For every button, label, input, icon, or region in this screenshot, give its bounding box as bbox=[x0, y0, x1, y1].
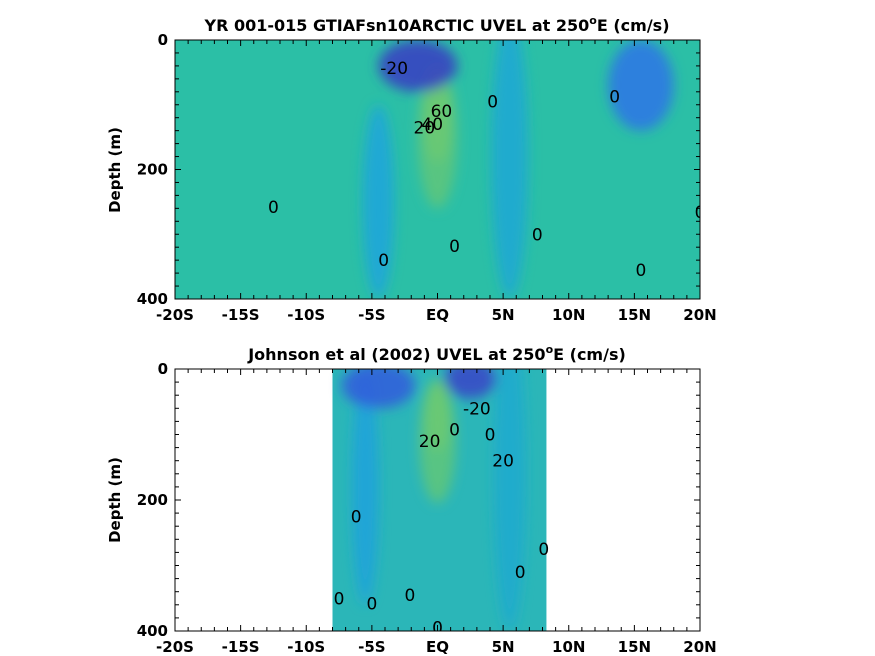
contour-label-bottom-6: 0 bbox=[334, 589, 345, 609]
x-tick-label-bottom-4: EQ bbox=[426, 638, 449, 656]
contour-label-bottom-7: 0 bbox=[366, 594, 377, 614]
x-tick-label-bottom-5: 5N bbox=[492, 638, 515, 656]
contour-label-bottom-10: 0 bbox=[538, 540, 549, 560]
x-tick-label-top-5: 5N bbox=[492, 306, 515, 324]
x-tick-label-top-0: -20S bbox=[156, 306, 194, 324]
y-tick-label-top-1: 200 bbox=[137, 161, 168, 179]
field-core-top-2 bbox=[491, 40, 529, 299]
x-tick-label-bottom-3: -5S bbox=[358, 638, 385, 656]
field-core-bottom-3 bbox=[352, 369, 379, 605]
field-core-top-5 bbox=[608, 40, 674, 131]
panel-top: YR 001-015 GTIAFsn10ARCTIC UVEL at 250oE… bbox=[106, 14, 717, 324]
contour-label-bottom-8: 0 bbox=[405, 586, 416, 606]
field-cores-bottom bbox=[341, 369, 526, 631]
contour-label-bottom-3: 20 bbox=[492, 452, 514, 472]
contour-label-bottom-5: 0 bbox=[351, 507, 362, 527]
panel-top-title: YR 001-015 GTIAFsn10ARCTIC UVEL at 250oE… bbox=[203, 14, 669, 35]
x-tick-label-top-4: EQ bbox=[426, 306, 449, 324]
field-core-bottom-4 bbox=[341, 369, 416, 409]
contour-label-top-0: -20 bbox=[380, 59, 408, 79]
plot-frame-bottom bbox=[174, 368, 701, 632]
contour-label-top-7: 0 bbox=[636, 261, 647, 281]
y-axis-label-top: Depth (m) bbox=[106, 127, 124, 213]
contour-label-top-1: 0 bbox=[487, 93, 498, 113]
contour-label-top-2: 0 bbox=[609, 87, 620, 107]
x-tick-label-bottom-8: 20N bbox=[683, 638, 716, 656]
y-tick-label-bottom-0: 0 bbox=[158, 360, 168, 378]
y-tick-label-bottom-1: 200 bbox=[137, 491, 168, 509]
contour-label-top-8: 0 bbox=[695, 203, 706, 223]
y-tick-label-bottom-2: 400 bbox=[137, 622, 168, 640]
panel-bottom-title: Johnson et al (2002) UVEL at 250oE (cm/s… bbox=[247, 343, 626, 364]
x-tick-label-top-1: -15S bbox=[222, 306, 260, 324]
x-tick-label-top-2: -10S bbox=[287, 306, 325, 324]
x-tick-label-top-3: -5S bbox=[358, 306, 385, 324]
x-tick-label-top-7: 15N bbox=[618, 306, 651, 324]
contour-label-bottom-9: 0 bbox=[515, 563, 526, 583]
field-core-bottom-5 bbox=[444, 369, 497, 399]
contour-label-bottom-4: 20 bbox=[419, 432, 441, 452]
plot-frame-top bbox=[174, 39, 701, 300]
x-tick-label-bottom-1: -15S bbox=[222, 638, 260, 656]
x-tick-label-top-8: 20N bbox=[683, 306, 716, 324]
contour-label-top-4: 0 bbox=[378, 251, 389, 271]
contour-label-bottom-0: -20 bbox=[463, 399, 491, 419]
field-core-top-1 bbox=[417, 65, 458, 209]
y-tick-label-top-0: 0 bbox=[158, 31, 168, 49]
field-core-top-3 bbox=[362, 104, 395, 299]
x-tick-label-bottom-6: 10N bbox=[552, 638, 585, 656]
contour-label-top-10: 40 bbox=[421, 115, 443, 135]
contour-label-bottom-2: 0 bbox=[485, 426, 496, 446]
field-core-bottom-1 bbox=[419, 378, 456, 504]
x-tick-label-bottom-7: 15N bbox=[618, 638, 651, 656]
contour-label-bottom-11: 0 bbox=[432, 619, 443, 639]
field-core-top-4 bbox=[378, 40, 458, 92]
panel-bottom: Johnson et al (2002) UVEL at 250oE (cm/s… bbox=[106, 343, 717, 656]
contour-label-bottom-1: 0 bbox=[449, 420, 460, 440]
y-tick-label-top-2: 400 bbox=[137, 290, 168, 308]
y-axis-label-bottom: Depth (m) bbox=[106, 457, 124, 543]
contour-label-top-9: 20 bbox=[414, 118, 436, 138]
field-core-bottom-2 bbox=[493, 369, 526, 631]
contour-label-top-11: 60 bbox=[431, 102, 453, 122]
contour-label-top-5: 0 bbox=[449, 237, 460, 257]
x-tick-label-bottom-0: -20S bbox=[156, 638, 194, 656]
contour-label-top-6: 0 bbox=[532, 225, 543, 245]
contour-label-top-3: 0 bbox=[268, 198, 279, 218]
field-cores-top bbox=[362, 40, 674, 299]
x-tick-label-bottom-2: -10S bbox=[287, 638, 325, 656]
x-tick-label-top-6: 10N bbox=[552, 306, 585, 324]
